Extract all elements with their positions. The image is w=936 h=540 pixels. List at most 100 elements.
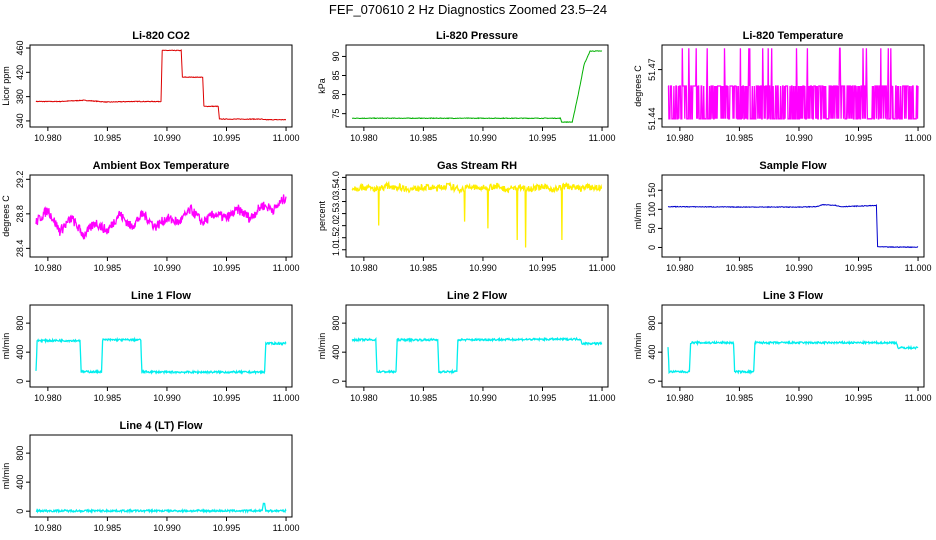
x-tick-label: 10.990	[785, 393, 813, 403]
chart-panel-1: Li-820 CO2 Licor ppm 10.980 10.985 10.990 10.…	[1, 30, 299, 143]
x-tick-label: 10.985	[726, 133, 754, 143]
plot-frame	[29, 434, 293, 518]
x-tick-label: 11.000	[273, 133, 300, 143]
y-axis-label: kPa	[317, 78, 327, 94]
chart-panel-8: Line 2 Flow ml/min 10.980 10.985 10.990 10.99…	[317, 290, 615, 403]
y-tick-label: 0	[15, 509, 25, 514]
x-tick-label: 11.000	[589, 263, 616, 273]
x-tick-label: 10.995	[529, 263, 557, 273]
y-axis-label: ml/min	[1, 463, 11, 490]
chart-title: Line 4 (LT) Flow	[120, 420, 203, 432]
y-axis-label: ml/min	[1, 333, 11, 360]
y-tick-label: 4.0	[331, 171, 341, 184]
y-tick-label: 51.44	[647, 108, 657, 131]
x-tick-label: 10.985	[94, 263, 122, 273]
series-line	[351, 180, 603, 248]
y-tick-label: 29.2	[15, 171, 25, 189]
x-tick-label: 10.985	[726, 393, 754, 403]
x-tick-label: 11.000	[905, 133, 932, 143]
series-line	[667, 47, 919, 120]
chart-title: Li-820 Temperature	[743, 30, 844, 42]
x-tick-label: 10.980	[666, 393, 694, 403]
plot-frame	[661, 304, 925, 388]
x-tick-label: 10.995	[529, 393, 557, 403]
y-tick-label: 400	[15, 475, 25, 490]
chart-title: Sample Flow	[759, 160, 827, 172]
chart-panel-7: Line 1 Flow ml/min 10.980 10.985 10.990 10.99…	[1, 290, 299, 403]
x-tick-label: 10.990	[785, 263, 813, 273]
chart-title: Line 3 Flow	[763, 290, 823, 302]
x-tick-label: 10.980	[34, 523, 62, 533]
plot-frame	[661, 174, 925, 258]
y-tick-label: 380	[15, 89, 25, 104]
x-tick-label: 10.980	[350, 133, 378, 143]
y-axis-label: ml/min	[633, 203, 643, 230]
y-tick-label: 400	[15, 345, 25, 360]
x-tick-label: 11.000	[273, 263, 300, 273]
x-tick-label: 10.990	[469, 393, 497, 403]
x-tick-label: 10.980	[34, 393, 62, 403]
y-tick-label: 150	[647, 183, 657, 198]
chart-panel-10: Line 4 (LT) Flow ml/min 10.980 10.985 10.990…	[1, 420, 299, 533]
x-tick-label: 11.000	[905, 263, 932, 273]
chart-title: Gas Stream RH	[437, 160, 517, 172]
y-tick-label: 420	[15, 65, 25, 80]
y-tick-label: 800	[15, 446, 25, 461]
y-tick-label: 90	[331, 51, 341, 61]
x-tick-label: 10.985	[94, 393, 122, 403]
y-tick-label: 340	[15, 113, 25, 128]
plot-frame	[29, 44, 293, 128]
y-axis-label: degrees C	[1, 195, 11, 237]
plot-frame	[345, 304, 609, 388]
x-tick-label: 11.000	[589, 393, 616, 403]
x-tick-label: 10.980	[666, 133, 694, 143]
y-tick-label: 51.47	[647, 58, 657, 81]
y-axis-label: ml/min	[633, 333, 643, 360]
series-line	[351, 336, 603, 375]
y-tick-label: 800	[331, 316, 341, 331]
series-line	[35, 194, 287, 240]
x-tick-label: 10.995	[213, 263, 241, 273]
x-tick-label: 10.990	[153, 523, 181, 533]
y-tick-label: 0	[647, 379, 657, 384]
x-tick-label: 10.985	[410, 263, 438, 273]
y-tick-label: 800	[15, 316, 25, 331]
y-tick-label: 460	[15, 41, 25, 56]
y-tick-label: 0	[15, 379, 25, 384]
series-line	[35, 49, 286, 121]
y-tick-label: 2.5	[331, 207, 341, 220]
series-line	[35, 336, 287, 375]
page-title: FEF_070610 2 Hz Diagnostics Zoomed 23.5–…	[328, 2, 608, 17]
y-axis-label: degrees C	[633, 65, 643, 107]
x-tick-label: 10.990	[153, 393, 181, 403]
plot-frame	[345, 44, 609, 128]
x-tick-label: 10.980	[666, 263, 694, 273]
plot-frame	[29, 304, 293, 388]
y-tick-label: 1.5	[331, 231, 341, 244]
series-line	[667, 339, 919, 375]
chart-panel-9: Line 3 Flow ml/min 10.980 10.985 10.990 10.99…	[633, 290, 931, 403]
x-tick-label: 10.990	[153, 263, 181, 273]
y-tick-label: 0	[647, 245, 657, 250]
y-tick-label: 50	[647, 223, 657, 233]
x-tick-label: 10.990	[469, 133, 497, 143]
plot-frame	[345, 174, 609, 258]
y-tick-label: 3.0	[331, 195, 341, 208]
y-tick-label: 800	[647, 316, 657, 331]
x-tick-label: 10.985	[94, 133, 122, 143]
chart-title: Line 1 Flow	[131, 290, 191, 302]
y-tick-label: 3.5	[331, 183, 341, 196]
chart-panel-6: Sample Flow ml/min 10.980 10.985 10.990 10.99…	[633, 160, 931, 273]
series-line	[351, 50, 603, 124]
chart-title: Line 2 Flow	[447, 290, 507, 302]
x-tick-label: 10.995	[845, 263, 873, 273]
chart-title: Ambient Box Temperature	[93, 160, 230, 172]
y-tick-label: 28.8	[15, 205, 25, 223]
plot-frame	[29, 174, 293, 258]
y-tick-label: 85	[331, 71, 341, 81]
x-tick-label: 11.000	[273, 523, 300, 533]
chart-title: Li-820 Pressure	[436, 30, 518, 42]
x-tick-label: 11.000	[905, 393, 932, 403]
